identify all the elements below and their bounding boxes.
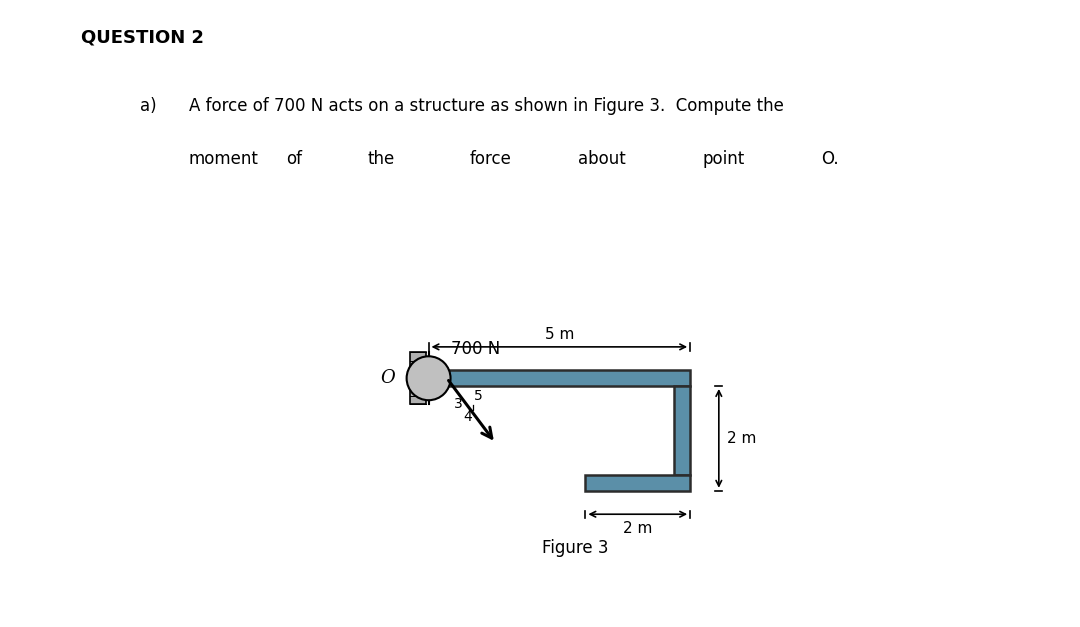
Text: O.: O. — [821, 150, 838, 169]
Polygon shape — [674, 386, 690, 475]
Text: Figure 3: Figure 3 — [542, 539, 608, 557]
Text: of: of — [286, 150, 302, 169]
Polygon shape — [410, 352, 426, 404]
Polygon shape — [429, 371, 690, 386]
Text: moment: moment — [189, 150, 259, 169]
Text: about: about — [578, 150, 625, 169]
Text: a): a) — [140, 97, 157, 115]
Polygon shape — [585, 475, 690, 491]
Text: 5: 5 — [474, 389, 483, 403]
Text: 4: 4 — [463, 410, 472, 424]
Text: A force of 700 N acts on a structure as shown in Figure 3.  Compute the: A force of 700 N acts on a structure as … — [189, 97, 784, 115]
Circle shape — [407, 356, 450, 400]
Text: 5 m: 5 m — [544, 327, 573, 342]
Text: 2 m: 2 m — [727, 431, 756, 446]
Text: 700 N: 700 N — [451, 340, 500, 359]
Text: O: O — [380, 369, 395, 387]
Text: point: point — [702, 150, 744, 169]
Text: QUESTION 2: QUESTION 2 — [81, 28, 204, 46]
Text: 2 m: 2 m — [623, 521, 652, 536]
Text: 3: 3 — [454, 398, 462, 411]
Text: the: the — [367, 150, 394, 169]
Text: force: force — [470, 150, 512, 169]
